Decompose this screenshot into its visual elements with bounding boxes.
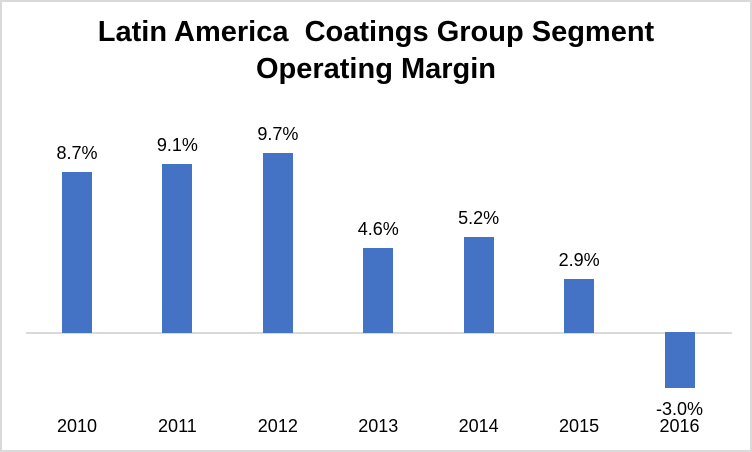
bar-2012 (262, 153, 293, 333)
bar-2013 (363, 247, 394, 333)
bar-2010 (62, 171, 92, 333)
chart-title-line1: Latin America Coatings Group Segment (97, 16, 655, 48)
value-label-2013: 4.6% (357, 218, 399, 239)
value-label-2016: -3.0% (655, 398, 704, 419)
bar-2011 (162, 164, 193, 333)
category-label-2016: 2016 (659, 416, 700, 436)
value-label-2012: 9.7% (257, 124, 299, 145)
chart-title-line2: Operating Margin (255, 53, 497, 85)
category-label-2015: 2015 (559, 416, 600, 436)
chart-title: Latin America Coatings Group Segment Ope… (2, 14, 750, 88)
category-label-2014: 2014 (458, 416, 499, 436)
category-label-2013: 2013 (358, 416, 399, 436)
value-label-2010: 8.7% (56, 142, 98, 163)
bar-2014 (463, 236, 494, 333)
category-label-2011: 2011 (158, 416, 197, 436)
category-label-2010: 2010 (56, 416, 98, 436)
value-label-2014: 5.2% (458, 207, 500, 228)
category-label-2012: 2012 (257, 416, 298, 436)
value-label-2011: 9.1% (156, 135, 198, 156)
bar-2015 (564, 279, 595, 333)
zero-axis-line (26, 332, 732, 334)
value-label-2015: 2.9% (558, 250, 600, 271)
bar-2016 (664, 332, 695, 388)
